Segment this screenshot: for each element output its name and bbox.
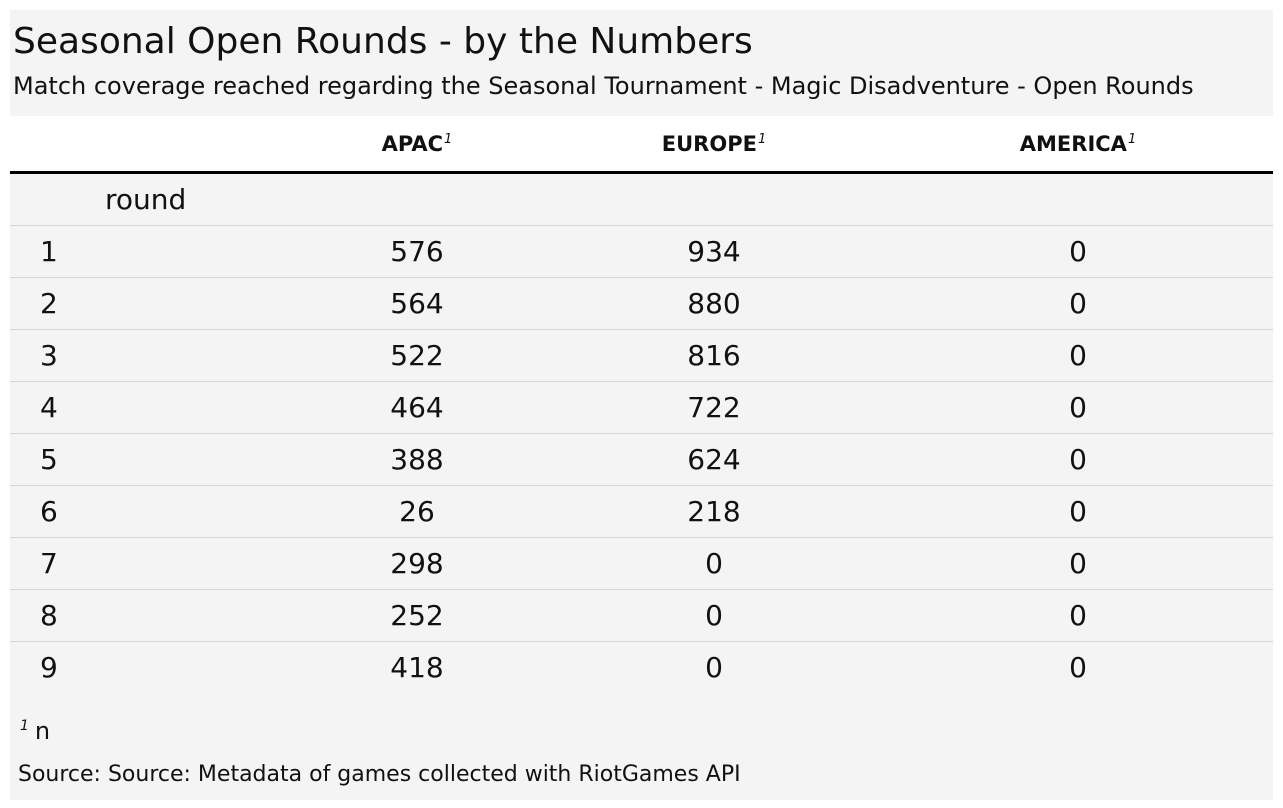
apac-cell: 298 — [390, 547, 444, 580]
apac-cell: 564 — [390, 287, 444, 320]
table-row: 9 418 0 0 — [10, 641, 1273, 693]
america-cell: 0 — [1069, 391, 1087, 424]
round-cell: 3 — [40, 339, 58, 372]
column-header-apac: APAC1 — [381, 132, 453, 156]
america-cell: 0 — [1069, 651, 1087, 684]
apac-cell: 418 — [390, 651, 444, 684]
america-cell: 0 — [1069, 339, 1087, 372]
footnote-mark: 1 — [757, 132, 767, 147]
table-row: 6 26 218 0 — [10, 485, 1273, 537]
europe-cell: 880 — [687, 287, 741, 320]
apac-cell: 26 — [399, 495, 435, 528]
table-row: 1 576 934 0 — [10, 225, 1273, 277]
round-cell: 2 — [40, 287, 58, 320]
table-title: Seasonal Open Rounds - by the Numbers — [13, 21, 753, 62]
round-cell: 4 — [40, 391, 58, 424]
source-note: Source: Source: Metadata of games collec… — [18, 762, 741, 787]
apac-cell: 522 — [390, 339, 444, 372]
column-header-america: AMERICA1 — [1019, 132, 1137, 156]
footnote-mark: 1 — [444, 132, 453, 147]
round-cell: 7 — [40, 547, 58, 580]
table-row: 8 252 0 0 — [10, 589, 1273, 641]
america-cell: 0 — [1069, 287, 1087, 320]
europe-cell: 0 — [705, 651, 723, 684]
europe-cell: 0 — [705, 547, 723, 580]
round-cell: 9 — [40, 651, 58, 684]
round-cell: 6 — [40, 495, 58, 528]
table-row: 5 388 624 0 — [10, 433, 1273, 485]
america-cell: 0 — [1069, 547, 1087, 580]
apac-cell: 252 — [390, 599, 444, 632]
footnote-text: n — [34, 717, 51, 745]
europe-cell: 624 — [687, 443, 741, 476]
table-subtitle: Match coverage reached regarding the Sea… — [13, 72, 1194, 100]
round-cell: 5 — [40, 443, 58, 476]
column-header-europe: EUROPE1 — [661, 132, 767, 156]
europe-cell: 934 — [687, 235, 741, 268]
table-body: 1 576 934 0 2 564 880 0 3 522 816 0 4 464 722 0 5 388 624 0… — [10, 225, 1273, 693]
table-row: 4 464 722 0 — [10, 381, 1273, 433]
table-row: 2 564 880 0 — [10, 277, 1273, 329]
europe-cell: 722 — [687, 391, 741, 424]
europe-cell: 218 — [687, 495, 741, 528]
table-row: 3 522 816 0 — [10, 329, 1273, 381]
footnote-mark: 1 — [20, 718, 29, 734]
round-cell: 1 — [40, 235, 58, 268]
table-container: Seasonal Open Rounds - by the Numbers Ma… — [10, 10, 1273, 800]
footnote-mark: 1 — [1127, 132, 1137, 147]
america-cell: 0 — [1069, 599, 1087, 632]
table-row: 7 298 0 0 — [10, 537, 1273, 589]
europe-cell: 816 — [687, 339, 741, 372]
apac-cell: 388 — [390, 443, 444, 476]
america-cell: 0 — [1069, 443, 1087, 476]
apac-cell: 576 — [390, 235, 444, 268]
europe-cell: 0 — [705, 599, 723, 632]
america-cell: 0 — [1069, 495, 1087, 528]
column-headers: APAC1 EUROPE1 AMERICA1 — [10, 116, 1273, 174]
row-group-label: round — [105, 183, 187, 216]
america-cell: 0 — [1069, 235, 1087, 268]
table-header: Seasonal Open Rounds - by the Numbers Ma… — [10, 10, 1273, 116]
round-cell: 8 — [40, 599, 58, 632]
apac-cell: 464 — [390, 391, 444, 424]
